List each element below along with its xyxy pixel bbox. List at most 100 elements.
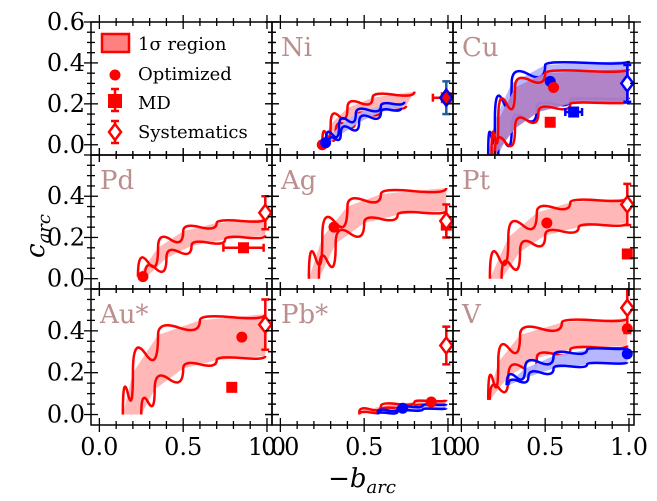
y-tick-label: 0.2 [47,359,85,387]
x-tick-label: 0.0 [261,433,299,461]
band-lower-blue [376,407,448,415]
panel-frame [452,288,635,426]
x-axis-title: −barc [328,464,396,498]
optimized-marker-red [425,396,437,408]
x-axis-title-main: −b [328,464,366,494]
panel-content [486,289,634,400]
band-upper-red [121,313,267,415]
band-lower-red [143,235,267,279]
band-fill-red [491,69,629,155]
panel-content [357,325,453,415]
panel-cu: Cu [462,33,634,155]
panel-label-ag: Ag [280,166,316,196]
legend-label-systematics: Systematics [138,122,248,143]
band-lower-red [140,355,267,415]
optimized-marker-red [328,221,340,233]
md-marker-red [238,242,250,254]
optimized-marker-red [621,323,633,335]
legend-label-optimized: Optimized [138,64,232,85]
panel-content [488,182,634,279]
legend-label-md: MD [138,93,171,114]
band-lower-blue [327,107,403,143]
band-upper-blue [486,60,631,155]
panel-content [136,194,272,283]
y-tick-label: 0.0 [47,265,85,293]
legend-marker-optimized [109,69,121,81]
band-fill-red [308,187,447,279]
y-axis-title-main: c [21,243,51,258]
y-tick-label: 0.2 [47,90,85,118]
panel-ni: Ni [281,33,453,151]
x-tick-label: 0.5 [164,433,202,461]
panel-au-star: Au* [99,298,272,415]
legend-marker-md [108,87,122,113]
systematics-marker-red [619,194,634,215]
band-upper-red [486,317,629,400]
optimized-marker-blue [397,402,409,414]
panel-pd: Pd [100,166,272,283]
panel-label-au-star: Au* [99,300,149,330]
panel-label-pb-star: Pb* [281,300,328,330]
panel-label-pt: Pt [462,166,490,196]
band-upper-blue [324,101,406,143]
x-tick-label: 0.5 [345,433,383,461]
axes: 0.00.20.40.60.00.20.40.0 0.5 1.00.00.20.40… [47,8,648,461]
panel-content [121,298,272,415]
panel-label-v: V [461,300,482,330]
x-tick-label: 0.0 [80,433,118,461]
y-tick-label: 0.4 [47,317,85,345]
optimized-marker-blue [320,137,332,149]
legend-swatch-region [100,32,131,54]
panel-label-ni: Ni [281,33,312,63]
x-tick-label: 0.5 [526,433,564,461]
panel-label-pd: Pd [100,166,134,196]
band-upper-blue [505,346,629,386]
legend: 1σ region Optimized MD Systematics [100,32,248,145]
systematics-marker-red [438,335,453,356]
x-tick-label: 0.0 [442,433,480,461]
band-lower-red [500,222,629,279]
panel-label-cu: Cu [462,33,499,63]
md-marker-red [621,248,633,260]
panel-pt: Pt [462,166,634,279]
systematics-marker-red [619,297,634,318]
optimized-marker-blue [621,348,633,360]
y-tick-label: 0.6 [47,8,85,36]
x-tick-label: 1.0 [429,433,467,461]
band-fill-red [489,198,628,279]
y-tick-label: 0.4 [47,182,85,210]
band-lower-red [317,210,448,279]
band-lower-red [493,100,631,155]
md-marker-red [544,116,556,128]
panels: Ni Cu Pd Ag Pt Au* Pb* V [99,33,634,415]
y-axis-title: carc [21,214,55,258]
md-marker-blue [568,106,580,118]
x-tick-label: 1.0 [610,433,648,461]
panel-ag: Ag [280,166,453,279]
y-tick-label: 0.4 [47,49,85,77]
y-tick-label: 0.0 [47,401,85,429]
panel-content [307,187,453,279]
optimized-marker-red [541,217,553,229]
x-tick-label: 1.0 [248,433,286,461]
y-axis-title-sub: arc [34,214,55,243]
optimized-marker-red [548,81,560,93]
panel-v: V [461,289,634,400]
panel-content [316,80,453,151]
band-lower-red [488,344,629,400]
optimized-marker-red [236,331,248,343]
y-tick-label: 0.2 [47,223,85,251]
systematics-marker-blue [619,73,634,94]
band-fill-red [137,218,266,279]
panel-pb-star: Pb* [281,300,453,415]
panel-content [486,60,634,155]
md-marker-red [226,381,238,393]
x-axis-title-sub: arc [367,477,396,498]
y-tick-label: 0.0 [47,131,85,159]
band-lower-blue [507,361,629,386]
optimized-marker-red [137,271,149,283]
band-fill-red [488,318,628,400]
legend-marker-systematics [107,119,123,145]
legend-label-region: 1σ region [138,34,227,55]
